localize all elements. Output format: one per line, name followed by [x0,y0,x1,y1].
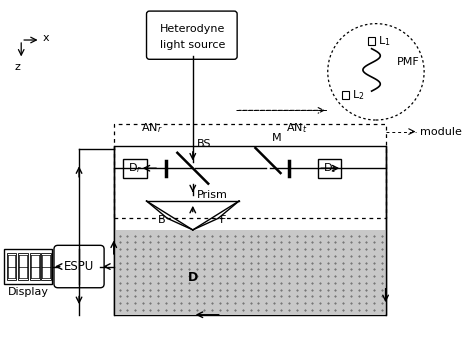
Text: module: module [420,127,462,136]
Text: AN$_t$: AN$_t$ [286,121,308,135]
Text: Heterodyne: Heterodyne [160,24,226,34]
Bar [4,249,52,284]
Text: B: B [158,215,165,225]
Bar [115,230,385,315]
Text: PMF: PMF [397,57,420,67]
Bar [368,37,375,45]
FancyBboxPatch shape [54,245,104,288]
Text: L$_2$: L$_2$ [352,88,364,102]
Bar [114,124,386,218]
Text: L$_1$: L$_1$ [378,34,390,48]
Bar [123,159,147,178]
FancyBboxPatch shape [147,11,237,59]
Text: D: D [188,271,198,284]
Bar [30,253,40,280]
Text: light source: light source [160,40,226,50]
Text: BS: BS [197,139,211,149]
Text: M: M [272,133,282,143]
Bar [114,146,386,315]
Bar [7,253,16,280]
Text: Display: Display [7,287,49,298]
Text: ESPU: ESPU [64,260,94,273]
Text: z: z [14,62,20,72]
Text: D$_r$: D$_r$ [128,161,142,175]
Bar [18,253,28,280]
Text: x: x [42,33,49,43]
Bar [318,159,341,178]
Bar [342,91,349,99]
Text: AN$_r$: AN$_r$ [142,121,163,135]
Text: D$_t$: D$_t$ [323,161,337,175]
Bar [42,253,51,280]
Text: Prism: Prism [197,190,227,200]
Text: F: F [220,215,226,225]
